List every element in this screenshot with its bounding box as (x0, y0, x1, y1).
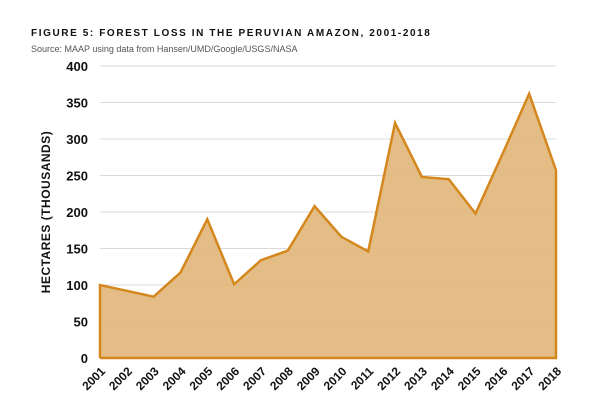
x-tick-label: 2002 (106, 364, 135, 393)
x-tick-label: 2013 (401, 364, 430, 393)
x-tick-label: 2009 (294, 364, 323, 393)
y-tick-label: 300 (66, 132, 88, 147)
y-tick-label: 400 (66, 59, 88, 74)
chart-title: FIGURE 5: FOREST LOSS IN THE PERUVIAN AM… (31, 28, 432, 39)
x-tick-label: 2008 (267, 364, 296, 393)
y-tick-label: 250 (66, 169, 88, 184)
y-tick-label: 200 (66, 205, 88, 220)
x-tick-label: 2007 (240, 364, 269, 393)
x-tick-label: 2001 (79, 364, 108, 393)
y-tick-label: 0 (81, 351, 88, 366)
area-fill (100, 93, 556, 359)
x-tick-label: 2003 (133, 364, 162, 393)
x-tick-label: 2018 (535, 364, 564, 393)
x-tick-label: 2014 (428, 364, 457, 393)
x-tick-label: 2016 (482, 364, 511, 393)
x-tick-label: 2017 (509, 364, 538, 393)
x-tick-label: 2006 (213, 364, 242, 393)
y-tick-label: 50 (74, 315, 88, 330)
x-tick-label: 2012 (374, 364, 403, 393)
x-tick-label: 2015 (455, 364, 484, 393)
y-tick-label: 350 (66, 96, 88, 111)
y-tick-label: 150 (66, 242, 88, 257)
x-tick-label: 2010 (321, 364, 350, 393)
chart-subtitle: Source: MAAP using data from Hansen/UMD/… (31, 44, 298, 54)
x-tick-label: 2005 (187, 364, 216, 393)
y-tick-label: 100 (66, 278, 88, 293)
x-tick-label: 2004 (160, 364, 189, 393)
y-axis-label: HECTARES (THOUSANDS) (39, 131, 53, 293)
x-tick-label: 2011 (348, 364, 377, 393)
